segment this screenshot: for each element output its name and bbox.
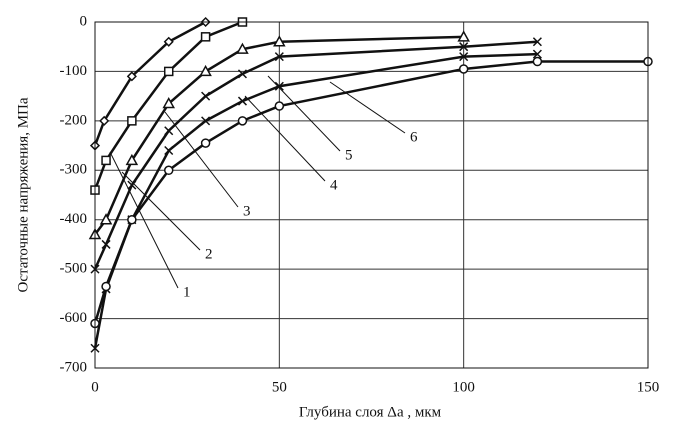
series-label: 3 [243,203,251,219]
marker [459,42,469,52]
y-tick-label: -500 [60,261,88,277]
leader-line [109,151,179,289]
y-tick-label: -700 [60,359,88,375]
marker [101,155,111,166]
marker [201,116,211,126]
x-tick-label: 100 [452,379,475,395]
y-axis-label: Остаточные напряжения, МПа [15,97,31,292]
leader-line [164,111,239,208]
series-label: 4 [330,177,338,193]
leader-line [267,75,341,152]
series-label: 5 [345,147,353,163]
marker [99,213,113,225]
x-tick-label: 50 [272,379,287,395]
y-tick-label: -100 [60,63,88,79]
series-line [93,40,538,270]
marker [532,37,542,47]
marker [200,138,211,148]
marker [237,96,247,106]
marker [200,32,211,42]
marker [127,180,137,190]
marker [101,239,111,249]
marker [532,49,542,59]
y-tick-label: -600 [60,310,88,326]
series-line [93,20,243,191]
marker [459,52,469,62]
series-line [93,35,464,236]
series-line [93,20,207,147]
marker [274,52,284,62]
marker [99,115,110,126]
series-label: 6 [410,129,418,145]
marker [457,30,470,42]
x-tick-label: 150 [637,379,660,395]
marker [125,153,139,166]
marker [532,56,543,67]
leader-line [329,81,406,134]
marker [237,69,247,79]
marker [164,126,174,136]
marker [199,64,212,77]
series-line [93,60,648,324]
leader-line [244,95,326,182]
series-label: 2 [205,246,213,262]
marker [163,66,174,77]
marker [273,35,286,47]
marker [163,165,174,176]
marker [237,116,248,126]
x-axis-label: Глубина слоя Δa , мкм [299,404,442,420]
y-tick-label: -200 [60,112,88,128]
x-tick-label: 0 [91,379,99,395]
y-tick-label: -300 [60,162,88,178]
marker [127,116,137,126]
marker [127,214,137,225]
y-tick-label: 0 [80,13,88,29]
marker [101,281,111,292]
marker [274,81,284,91]
marker [126,71,137,82]
leader-line [121,171,201,251]
marker [163,36,174,47]
marker [274,101,285,111]
marker [458,64,469,74]
y-tick-label: -400 [60,211,88,227]
marker [236,42,249,54]
series-label: 1 [183,284,191,300]
marker [162,97,176,109]
marker [164,145,174,156]
plot-frame [94,21,649,369]
marker [201,91,211,101]
